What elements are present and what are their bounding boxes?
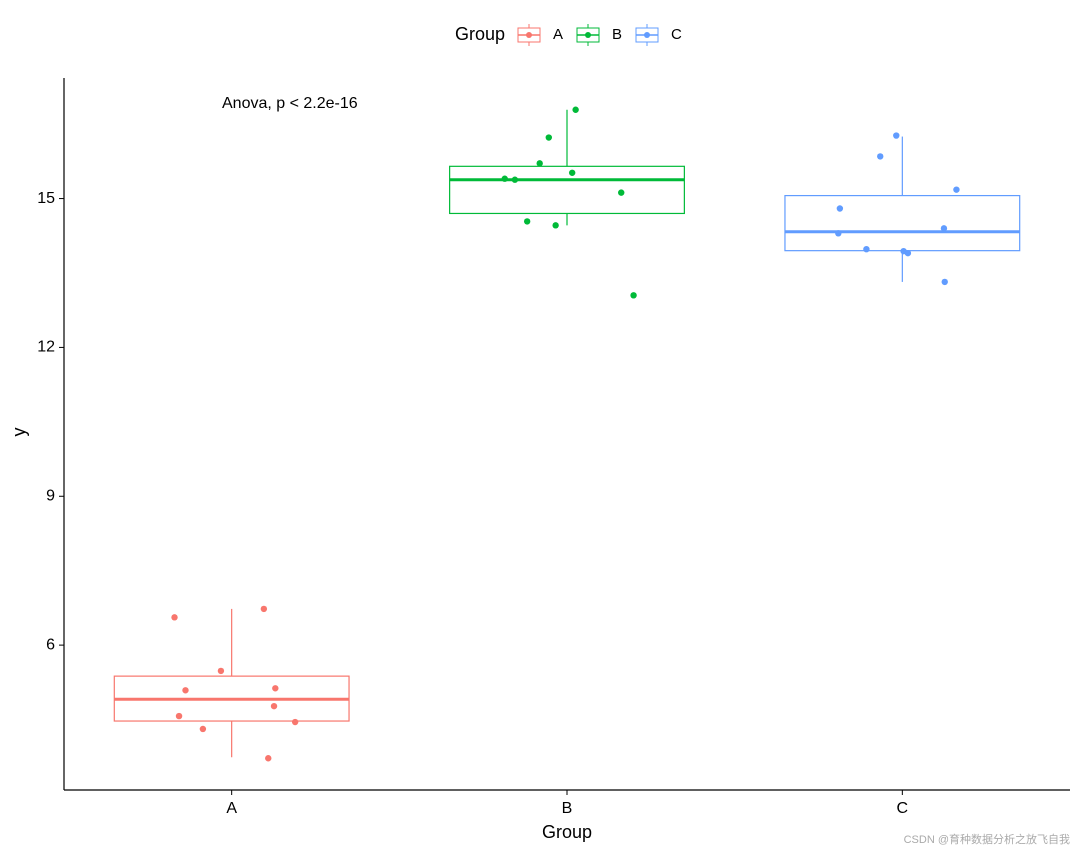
legend-label: A — [553, 26, 563, 43]
y-tick-label: 12 — [37, 339, 55, 356]
point — [900, 247, 907, 255]
point — [291, 718, 299, 726]
point — [501, 175, 508, 182]
point — [175, 712, 183, 720]
point — [270, 702, 278, 710]
x-tick-label: B — [562, 800, 573, 817]
point — [863, 245, 870, 253]
legend-key-point — [644, 32, 650, 38]
point — [893, 132, 900, 139]
point — [272, 685, 279, 692]
legend-key-point — [585, 32, 591, 38]
point — [618, 189, 625, 196]
box — [784, 194, 1021, 252]
x-tick-label: C — [897, 800, 909, 817]
point — [171, 614, 178, 621]
legend-key-point — [526, 32, 532, 38]
point — [568, 169, 576, 176]
point — [877, 153, 884, 160]
annotation: Anova, p < 2.2e-16 — [222, 95, 358, 112]
point — [940, 225, 948, 232]
point — [182, 687, 189, 694]
point — [523, 218, 531, 225]
point — [199, 725, 207, 733]
point — [536, 160, 543, 167]
point — [953, 186, 960, 193]
y-tick-label: 6 — [46, 636, 55, 653]
point — [630, 292, 637, 299]
point — [260, 605, 268, 613]
point — [835, 230, 842, 237]
point — [217, 667, 225, 675]
point — [511, 176, 519, 183]
watermark: CSDN @育种数据分析之放飞自我 — [904, 832, 1070, 846]
y-tick-label: 15 — [37, 190, 55, 207]
point — [572, 106, 579, 113]
legend-label: C — [671, 26, 682, 43]
legend-label: B — [612, 26, 622, 43]
point — [836, 205, 844, 212]
point — [265, 755, 272, 762]
box — [449, 165, 685, 215]
x-tick-label: A — [226, 800, 237, 817]
point — [545, 134, 552, 141]
y-tick-label: 9 — [46, 487, 55, 504]
legend-title: Group — [455, 24, 505, 44]
point — [552, 222, 559, 229]
point — [941, 278, 948, 286]
y-axis-label: y — [9, 428, 29, 437]
x-axis-label: Group — [542, 822, 592, 842]
